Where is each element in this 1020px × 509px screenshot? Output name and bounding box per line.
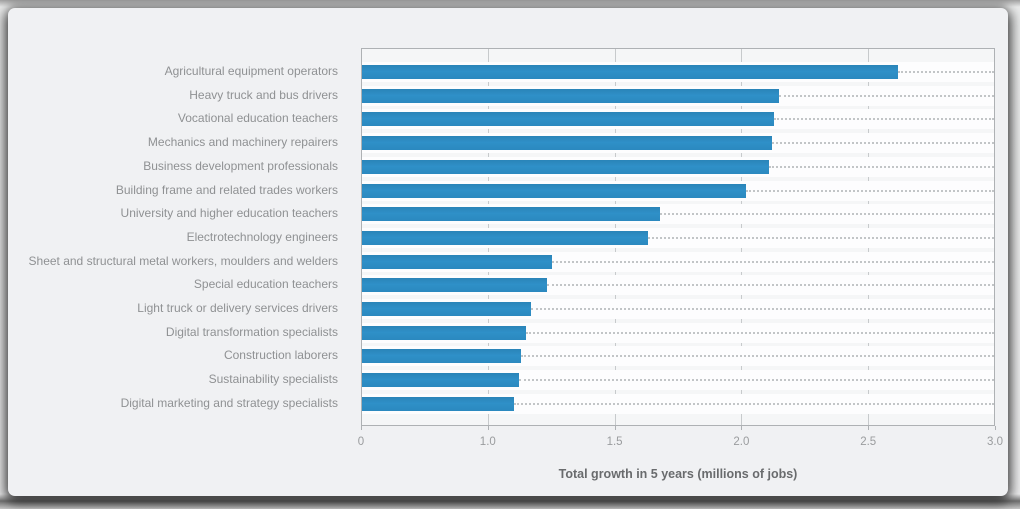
tick-mark [995,426,996,430]
tick-mark [614,426,616,430]
bar [362,278,547,293]
category-label: Agricultural equipment operators [164,64,338,78]
plot-area [361,48,995,426]
bar [362,254,552,269]
leader-dotted-line [531,308,994,310]
bar [362,136,772,151]
tick-mark [741,426,743,430]
bar [362,373,519,388]
bar [362,230,648,245]
bar [362,65,898,79]
leader-dotted-line [774,118,994,121]
category-label: Heavy truck and bus drivers [189,87,338,102]
chart-card: Agricultural equipment operators Heavy tr… [8,8,1008,496]
category-label: Construction laborers [223,348,338,363]
leader-dotted-line [526,331,994,334]
leader-dotted-line [769,165,994,168]
leader-dotted-line [779,94,994,97]
category-label: Sheet and structural metal workers, moul… [28,253,338,268]
category-label: Digital transformation specialists [165,324,338,339]
category-label: Special education teachers [193,277,338,292]
x-axis-title: Total growth in 5 years (millions of job… [558,467,798,481]
category-label: Building frame and related trades worker… [115,182,338,197]
bar [362,112,775,127]
tick-mark [487,426,489,430]
category-label: Sustainability specialists [208,372,338,387]
bar [362,159,769,174]
tick-label: 2.0 [733,436,750,448]
category-label: Light truck or delivery services drivers [137,301,338,315]
tick-label: 0 [357,436,365,448]
x-axis: 0 1.0 1.5 2.0 2.5 3.0 [358,426,1003,460]
leader-dotted-line [647,236,994,239]
bar [362,349,522,364]
leader-dotted-line [546,284,994,287]
leader-dotted-line [660,213,994,216]
tick-mark [361,426,362,430]
leader-dotted-line [746,189,994,192]
tick-label: 1.0 [479,436,496,448]
bar [362,207,661,222]
tick-label: 1.5 [606,436,623,448]
leader-dotted-line [771,142,994,145]
tick-label: 2.5 [860,436,877,448]
bar [362,88,780,103]
leader-dotted-line [551,260,994,263]
category-label: Mechanics and machinery repairers [147,135,338,150]
bar [362,302,532,316]
category-label: University and higher education teachers [120,206,338,221]
tick-label: 3.0 [987,436,1003,448]
category-label: Vocational education teachers [177,111,338,126]
leader-dotted-line [518,379,994,382]
bar [362,325,527,340]
leader-dotted-line [521,355,994,358]
category-label: Business development professionals [143,158,338,173]
category-label: Digital marketing and strategy specialis… [120,395,338,410]
bar [362,183,747,198]
leader-dotted-line [897,71,994,73]
bar [362,396,514,411]
category-label: Electrotechnology engineers [186,229,338,244]
leader-dotted-line [513,402,994,405]
tick-mark [868,426,870,430]
